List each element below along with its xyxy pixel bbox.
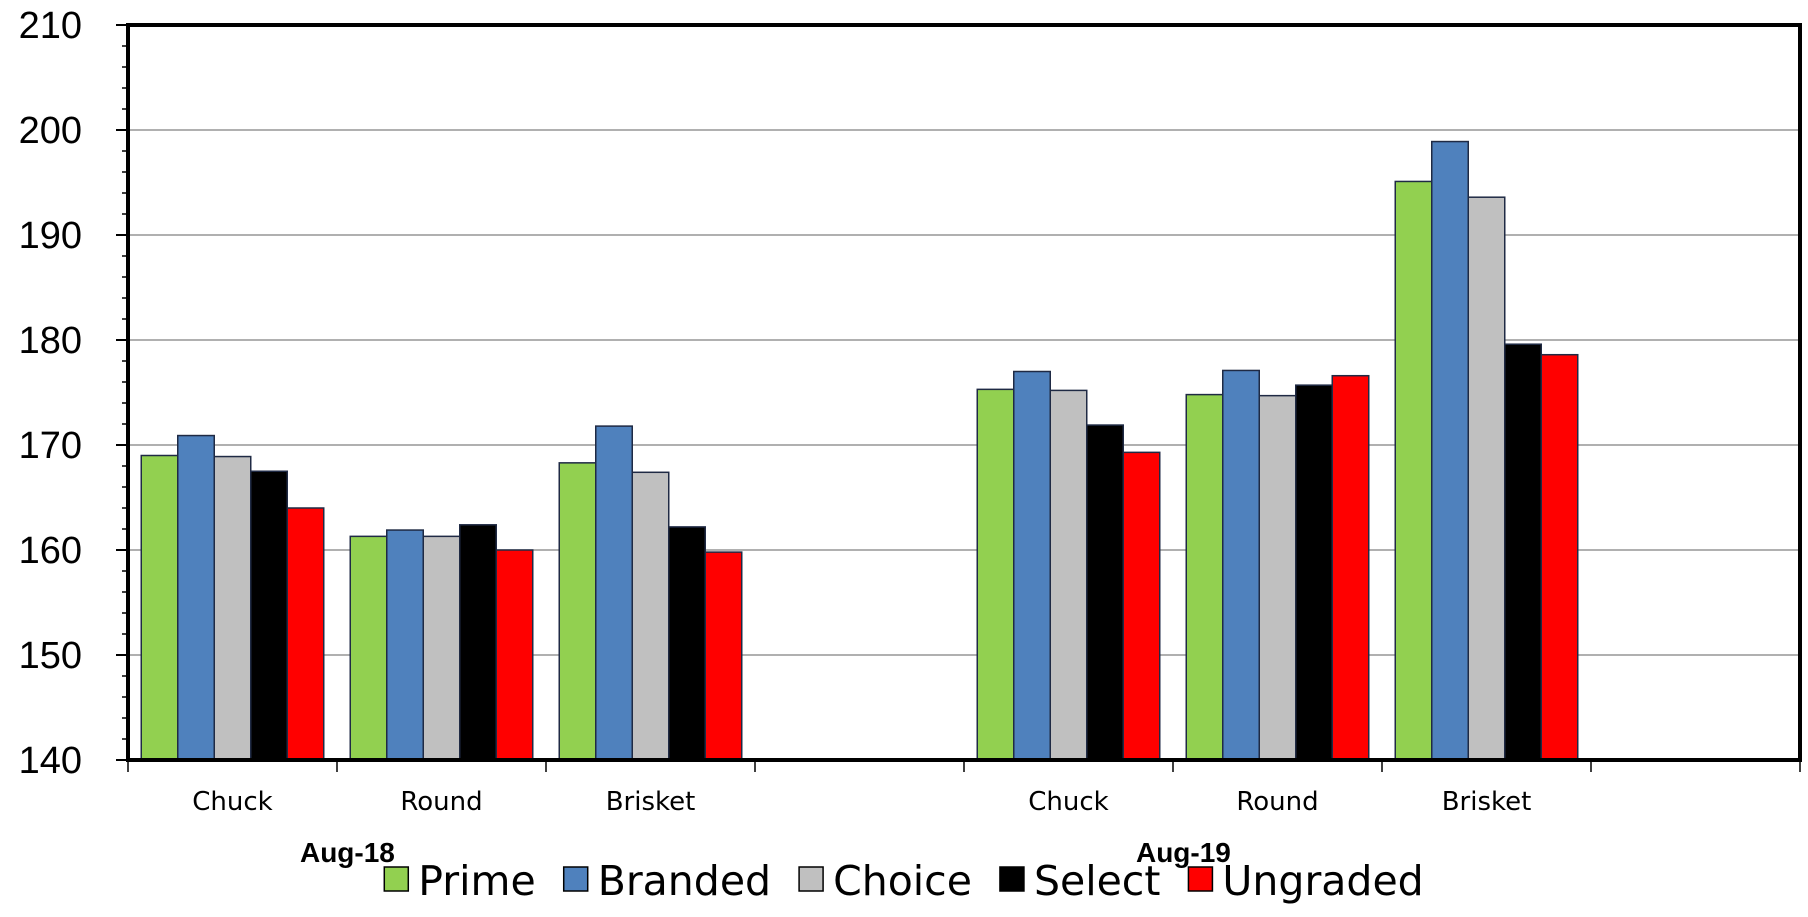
- bar-choice-aug-19-round: [1258, 394, 1297, 761]
- bar-ungraded-aug-18-chuck: [286, 507, 325, 761]
- bar-select-aug-19-brisket: [1504, 343, 1542, 761]
- bar-ungraded-aug-19-chuck: [1122, 451, 1161, 761]
- bar-select-aug-18-chuck: [250, 470, 288, 761]
- x-category-label: Round: [1236, 787, 1318, 817]
- y-tick-label: 190: [19, 215, 82, 257]
- legend-label-ungraded: Ungraded: [1222, 857, 1423, 905]
- x-category-label: Chuck: [192, 787, 272, 817]
- bar-ungraded-aug-18-brisket: [704, 551, 743, 761]
- y-tick-label: 140: [19, 740, 82, 782]
- bar-branded-aug-18-brisket: [595, 425, 633, 761]
- legend-swatch-choice: [798, 866, 824, 892]
- bar-prime-aug-18-chuck: [140, 454, 179, 761]
- x-category-label: Brisket: [606, 787, 696, 817]
- bar-prime-aug-18-round: [349, 535, 388, 761]
- bar-select-aug-19-round: [1295, 384, 1333, 761]
- bar-select-aug-19-chuck: [1086, 424, 1124, 761]
- legend-label-prime: Prime: [418, 857, 535, 905]
- bar-choice-aug-19-chuck: [1049, 389, 1088, 761]
- bar-prime-aug-19-chuck: [976, 388, 1015, 761]
- bar-choice-aug-18-chuck: [213, 455, 252, 761]
- bar-choice-aug-18-brisket: [631, 471, 670, 761]
- bar-choice-aug-19-brisket: [1467, 196, 1506, 761]
- bar-choice-aug-18-round: [422, 535, 461, 761]
- bar-branded-aug-19-round: [1222, 369, 1260, 761]
- y-tick-label: 180: [19, 320, 82, 362]
- bar-select-aug-18-round: [459, 524, 497, 761]
- x-group-label: Aug-19: [1136, 837, 1231, 868]
- bar-branded-aug-19-chuck: [1013, 370, 1051, 761]
- x-category-label: Brisket: [1442, 787, 1532, 817]
- bar-prime-aug-19-round: [1185, 393, 1224, 761]
- x-category-label: Round: [400, 787, 482, 817]
- x-group-label: Aug-18: [300, 837, 395, 868]
- legend-swatch-prime: [383, 866, 410, 892]
- bar-prime-aug-19-brisket: [1394, 180, 1433, 761]
- legend-swatch-select: [999, 866, 1025, 892]
- bar-ungraded-aug-19-brisket: [1540, 353, 1579, 761]
- legend: Prime Branded Choice Select Ungraded: [383, 857, 1424, 905]
- bar-prime-aug-18-brisket: [558, 462, 597, 761]
- x-axis: Chuck Round Brisket Aug-18 Chuck Round Brisket…: [127, 758, 1801, 868]
- legend-label-choice: Choice: [833, 857, 972, 905]
- bar-branded-aug-18-chuck: [177, 434, 215, 761]
- legend-label-select: Select: [1034, 857, 1160, 905]
- bar-branded-aug-18-round: [386, 529, 424, 761]
- y-tick-label: 170: [19, 425, 82, 467]
- bar-ungraded-aug-19-round: [1331, 374, 1370, 761]
- y-tick-label: 210: [19, 5, 82, 47]
- x-category-label: Chuck: [1028, 787, 1108, 817]
- bars: [140, 140, 1579, 761]
- legend-swatch-branded: [562, 866, 589, 892]
- y-tick-label: 200: [19, 110, 82, 152]
- y-axis: 140 150 160 170 180 190 200 210: [19, 5, 128, 782]
- bar-select-aug-18-brisket: [668, 526, 706, 761]
- y-tick-label: 160: [19, 530, 82, 572]
- legend-label-branded: Branded: [598, 857, 771, 905]
- bar-ungraded-aug-18-round: [495, 549, 534, 761]
- y-tick-label: 150: [19, 635, 82, 677]
- legend-swatch-ungraded: [1187, 866, 1214, 892]
- bar-branded-aug-19-brisket: [1431, 140, 1469, 761]
